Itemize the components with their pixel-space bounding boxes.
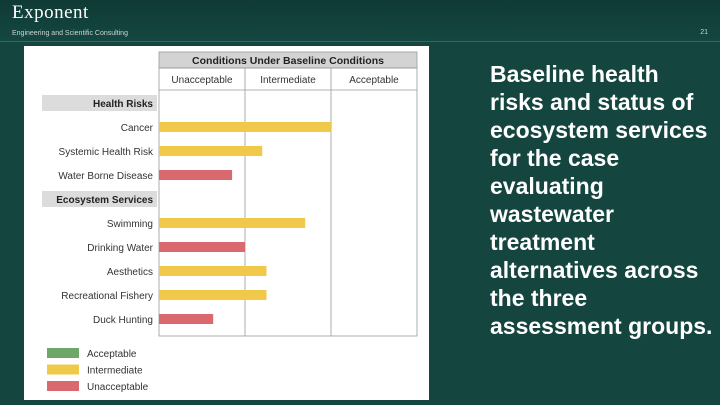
bar (159, 242, 245, 252)
bar (159, 266, 267, 276)
legend-swatch (47, 348, 79, 358)
figure-panel: Conditions Under Baseline Conditions Unac… (24, 46, 429, 400)
legend-swatch (47, 364, 79, 375)
legend-swatch (47, 381, 79, 391)
column-header-acceptable: Acceptable (349, 75, 399, 86)
bar (159, 122, 331, 132)
group-header-bg (42, 95, 157, 111)
row-label: Recreational Fishery (61, 291, 153, 302)
row-label: Cancer (121, 123, 154, 134)
column-header-unacceptable: Unacceptable (171, 75, 233, 86)
chart-title: Conditions Under Baseline Conditions (192, 55, 384, 67)
legend-label: Intermediate (87, 366, 143, 377)
bar (159, 290, 267, 300)
plot-frame (158, 67, 418, 337)
slide-caption: Baseline health risks and status of ecos… (490, 61, 713, 339)
row-label: Duck Hunting (93, 315, 153, 326)
row-label: Water Borne Disease (58, 171, 153, 182)
group-header: Health Risks (93, 99, 153, 110)
bar (159, 314, 214, 324)
status-chart: Conditions Under Baseline Conditions Unac… (42, 51, 418, 393)
row-label: Drinking Water (87, 243, 153, 254)
row-label: Swimming (107, 219, 153, 230)
row-label: Systemic Health Risk (59, 147, 154, 158)
bar (159, 218, 306, 228)
group-header: Ecosystem Services (56, 195, 153, 206)
row-label: Aesthetics (107, 267, 153, 278)
bar (159, 146, 263, 156)
page-number: 21 (700, 29, 708, 36)
legend-label: Acceptable (87, 349, 137, 360)
bar (159, 170, 233, 180)
legend-label: Unacceptable (87, 382, 149, 393)
column-header-intermediate: Intermediate (260, 75, 316, 86)
header-divider (0, 41, 720, 42)
company-logo: Exponent (12, 2, 89, 23)
group-header-bg (42, 191, 157, 207)
slide-header: Exponent Engineering and Scientific Cons… (0, 0, 720, 42)
company-tagline: Engineering and Scientific Consulting (12, 30, 128, 37)
